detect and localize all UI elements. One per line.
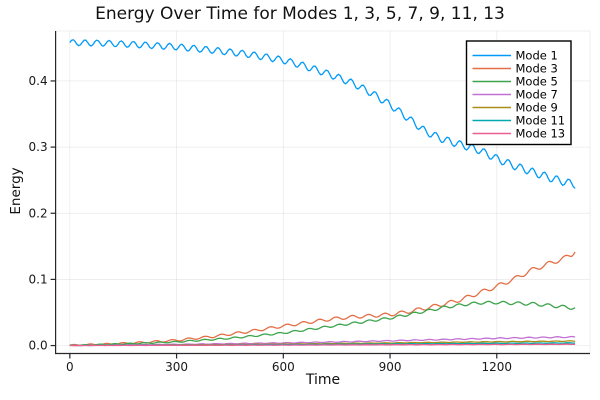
x-tick-label: 900 <box>379 360 402 374</box>
legend-label-mode-5: Mode 5 <box>516 75 558 89</box>
y-tick-label: 0.2 <box>29 206 48 220</box>
legend-label-mode-7: Mode 7 <box>516 88 558 102</box>
y-tick-label: 0.0 <box>29 339 48 353</box>
y-tick-label: 0.3 <box>29 140 48 154</box>
y-axis-label: Energy <box>8 167 24 215</box>
y-tick-label: 0.4 <box>29 74 48 88</box>
legend-label-mode-3: Mode 3 <box>516 62 558 76</box>
series-line-mode-3 <box>69 251 576 347</box>
y-tick-label: 0.1 <box>29 272 48 286</box>
chart-title: Energy Over Time for Modes 1, 3, 5, 7, 9… <box>95 4 505 24</box>
legend-label-mode-9: Mode 9 <box>516 101 558 115</box>
series-line-mode-1 <box>69 39 576 189</box>
legend-label-mode-1: Mode 1 <box>516 49 558 63</box>
series-line-mode-13 <box>69 343 576 347</box>
x-tick-label: 600 <box>272 360 295 374</box>
x-axis-label: Time <box>305 372 341 388</box>
legend-label-mode-13: Mode 13 <box>516 127 566 141</box>
legend-box <box>465 40 572 146</box>
x-tick-label: 1200 <box>482 360 513 374</box>
series-line-mode-5 <box>69 300 576 347</box>
legend-label-mode-11: Mode 11 <box>516 114 566 128</box>
x-tick-label: 300 <box>165 360 188 374</box>
x-tick-label: 0 <box>66 360 74 374</box>
